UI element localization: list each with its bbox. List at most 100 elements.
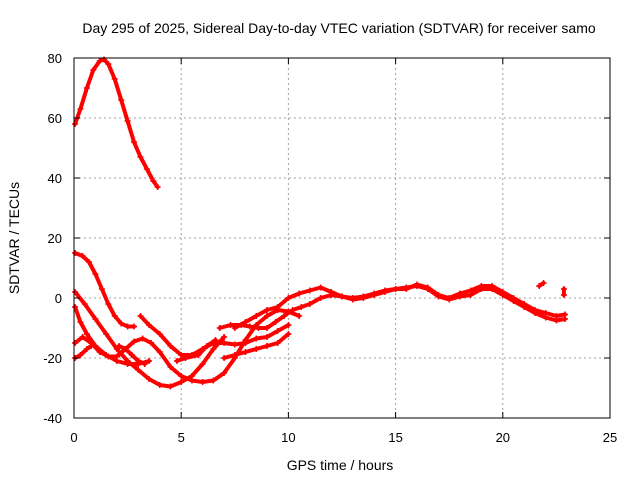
series-arc-14 [560, 286, 567, 298]
data-point [72, 340, 79, 346]
data-point [221, 334, 228, 340]
data-point [188, 377, 195, 384]
data-point [143, 166, 150, 172]
y-tick-label: 80 [48, 51, 62, 66]
data-point [77, 319, 84, 325]
data-point [128, 352, 135, 358]
data-point [253, 313, 260, 319]
data-point [281, 313, 288, 319]
data-point [178, 373, 185, 379]
data-point [263, 307, 270, 313]
data-point [221, 340, 228, 346]
data-point [195, 352, 202, 358]
data-point [199, 379, 206, 385]
data-point [116, 343, 123, 349]
data-point [328, 289, 335, 295]
data-point [560, 292, 567, 298]
data-point [167, 343, 174, 349]
data-point [231, 341, 238, 348]
data-point [79, 253, 86, 259]
data-point [105, 301, 112, 307]
data-point [285, 295, 292, 301]
data-point [246, 323, 253, 330]
data-point [96, 349, 103, 355]
x-tick-label: 25 [603, 430, 617, 445]
data-point [124, 118, 131, 124]
y-tick-label: 0 [55, 291, 62, 306]
grid [74, 58, 610, 418]
data-point [139, 335, 146, 342]
series-arc-8 [116, 343, 148, 367]
data-point [156, 331, 163, 337]
data-point [274, 328, 281, 334]
data-point [79, 334, 86, 340]
data-point [339, 293, 345, 300]
data-point [216, 325, 223, 331]
data-point [124, 323, 131, 330]
data-point [306, 301, 313, 307]
data-point [371, 292, 378, 298]
data-point [489, 283, 496, 289]
data-point [124, 361, 131, 367]
data-point [105, 353, 112, 360]
data-point [83, 346, 90, 352]
data-point [212, 337, 219, 343]
data-point [296, 290, 303, 297]
data-point [103, 331, 110, 337]
data-point [531, 307, 538, 313]
data-point [221, 355, 228, 361]
data-point [542, 310, 549, 316]
x-tick-label: 10 [281, 430, 295, 445]
data-point [154, 184, 161, 190]
data-point [210, 377, 217, 384]
data-point [178, 352, 185, 358]
data-point [167, 383, 174, 390]
y-tick-label: -40 [43, 411, 62, 426]
x-tick-label: 15 [388, 430, 402, 445]
data-point [182, 355, 189, 361]
data-point [521, 301, 528, 307]
data-point [86, 259, 93, 265]
data-point [317, 284, 324, 291]
chart-title: Day 295 of 2025, Sidereal Day-to-day VTE… [82, 20, 595, 36]
data-point [167, 364, 174, 370]
series-arc-2 [72, 250, 138, 330]
data-point [381, 289, 388, 295]
data-point [456, 290, 463, 297]
x-tick-label: 5 [178, 430, 185, 445]
data-point [88, 343, 95, 349]
data-point [131, 323, 138, 330]
y-tick-label: 20 [48, 231, 62, 246]
data-point [242, 340, 249, 346]
data-point [253, 346, 260, 352]
data-point [131, 338, 138, 345]
series-arc-6 [72, 343, 95, 361]
data-point [90, 67, 97, 73]
data-point [272, 319, 279, 325]
data-point [296, 313, 303, 319]
data-point [242, 349, 249, 355]
data-point [137, 313, 144, 319]
data-point [98, 286, 105, 292]
data-point [146, 376, 153, 382]
data-point [178, 379, 185, 385]
data-point [274, 340, 281, 346]
data-point [72, 121, 79, 127]
data-point [72, 304, 79, 310]
data-point [72, 250, 79, 256]
data-point [227, 322, 234, 328]
data-point [263, 313, 270, 319]
data-point [203, 343, 210, 349]
x-tick-label: 20 [496, 430, 510, 445]
data-point [81, 301, 88, 307]
y-tick-label: 40 [48, 171, 62, 186]
data-point [435, 292, 442, 298]
data-point [83, 331, 90, 337]
data-point [424, 284, 431, 291]
series-arc-3 [72, 289, 228, 390]
data-point [553, 313, 560, 319]
series-trace [232, 282, 567, 330]
x-axis-label: GPS time / hours [287, 457, 394, 473]
data-point [253, 335, 260, 342]
